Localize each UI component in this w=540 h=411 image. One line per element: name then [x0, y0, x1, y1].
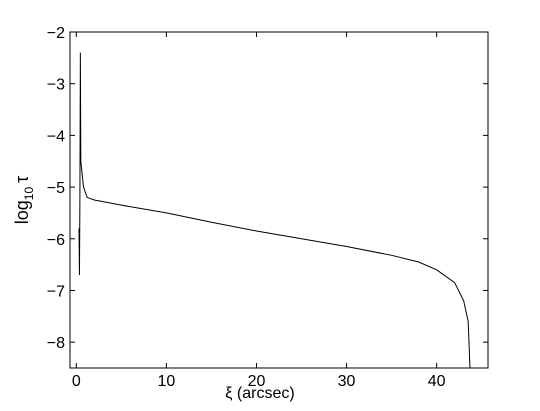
y-tick-label: −3: [47, 77, 65, 94]
y-tick-label: −5: [47, 180, 65, 197]
x-tick-label: 30: [338, 373, 356, 390]
y-tick-label: −4: [47, 128, 65, 145]
x-tick-label: 10: [157, 373, 175, 390]
data-line: [78, 52, 471, 368]
y-tick-label: −7: [47, 283, 65, 300]
y-tick-label: −6: [47, 232, 65, 249]
y-label-symbol: τ: [12, 176, 32, 183]
axes-box: [69, 31, 489, 369]
x-axis-label: ξ (arcsec): [225, 385, 294, 402]
x-tick-label: 40: [428, 373, 446, 390]
x-tick-label: 0: [72, 373, 81, 390]
y-label-subscript: 10: [22, 187, 36, 201]
x-tick-label: 20: [248, 373, 266, 390]
y-tick-label: −2: [47, 25, 65, 42]
y-tick-label: −8: [47, 335, 65, 352]
y-label-base: log: [12, 200, 32, 224]
y-axis-label: log10 τ: [12, 176, 36, 225]
